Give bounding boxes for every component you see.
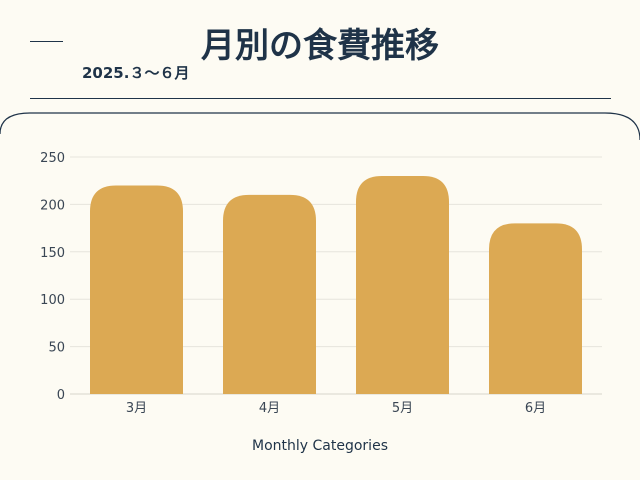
x-tick-label: 3月 [126,401,147,416]
page-subtitle: 2025.３〜６月 [82,64,190,82]
header-divider [30,98,611,99]
y-tick-label: 250 [40,151,65,166]
bar-2 [223,194,316,394]
y-tick-label: 100 [40,293,65,308]
chart-panel-border [0,112,640,141]
title-dash-decoration [30,41,63,42]
y-tick-label: 50 [48,341,65,356]
page-title: 月別の食費推移 [201,26,439,66]
bar-1 [90,185,183,394]
y-tick-label: 200 [40,198,65,213]
x-tick-layer: 3月 4月 5月 6月 [126,401,546,416]
y-tick-label: 0 [57,388,65,403]
y-tick-label: 150 [40,246,65,261]
x-tick-label: 4月 [259,401,280,416]
bar-3 [356,175,449,394]
bar-4 [489,223,582,394]
x-axis-title: Monthly Categories [252,438,388,454]
y-tick-layer: 0 50 100 150 200 250 [40,151,65,403]
x-tick-label: 5月 [392,401,413,416]
x-tick-label: 6月 [525,401,546,416]
bar-layer [90,175,582,394]
